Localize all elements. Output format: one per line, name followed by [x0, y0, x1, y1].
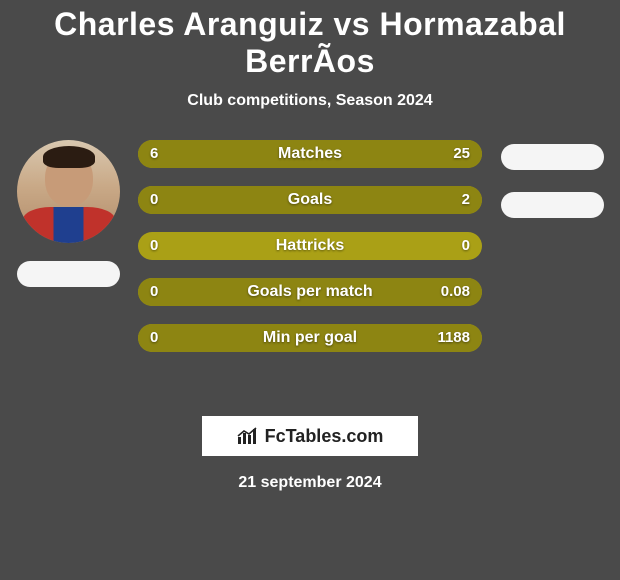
bar-value-left: 0 [150, 232, 158, 260]
player-right-placeholder-1 [501, 144, 604, 170]
brand-bars-icon [237, 427, 259, 445]
brand-box: FcTables.com [202, 416, 418, 456]
player-right-placeholder-2 [501, 192, 604, 218]
stat-bar-row: 00.08Goals per match [138, 278, 482, 306]
bar-fill-left [138, 140, 203, 168]
bar-fill-right [138, 186, 482, 214]
player-right-column [492, 140, 612, 218]
page-title: Charles Aranguiz vs Hormazabal BerrÃ­os [0, 0, 620, 80]
bar-fill-right [138, 324, 482, 352]
stat-bar-row: 02Goals [138, 186, 482, 214]
bar-fill-right [203, 140, 482, 168]
date-text: 21 september 2024 [0, 474, 620, 492]
player-left-placeholder [17, 261, 120, 287]
stat-bar-row: 625Matches [138, 140, 482, 168]
content-area: 625Matches 02Goals 0 0Hattricks 00.08Goals p… [0, 140, 620, 400]
bar-value-right: 0 [462, 232, 470, 260]
player-left-avatar [17, 140, 120, 243]
stat-bars: 625Matches 02Goals 0 0Hattricks 00.08Goals p… [138, 140, 482, 370]
stat-bar-row: 0 0Hattricks [138, 232, 482, 260]
player-left-column [8, 140, 128, 287]
subtitle: Club competitions, Season 2024 [0, 92, 620, 110]
bar-label: Hattricks [138, 232, 482, 260]
bar-fill-right [138, 278, 482, 306]
stat-bar-row: 01188Min per goal [138, 324, 482, 352]
comparison-card: Charles Aranguiz vs Hormazabal BerrÃ­os … [0, 0, 620, 580]
brand-text: FcTables.com [265, 426, 384, 447]
